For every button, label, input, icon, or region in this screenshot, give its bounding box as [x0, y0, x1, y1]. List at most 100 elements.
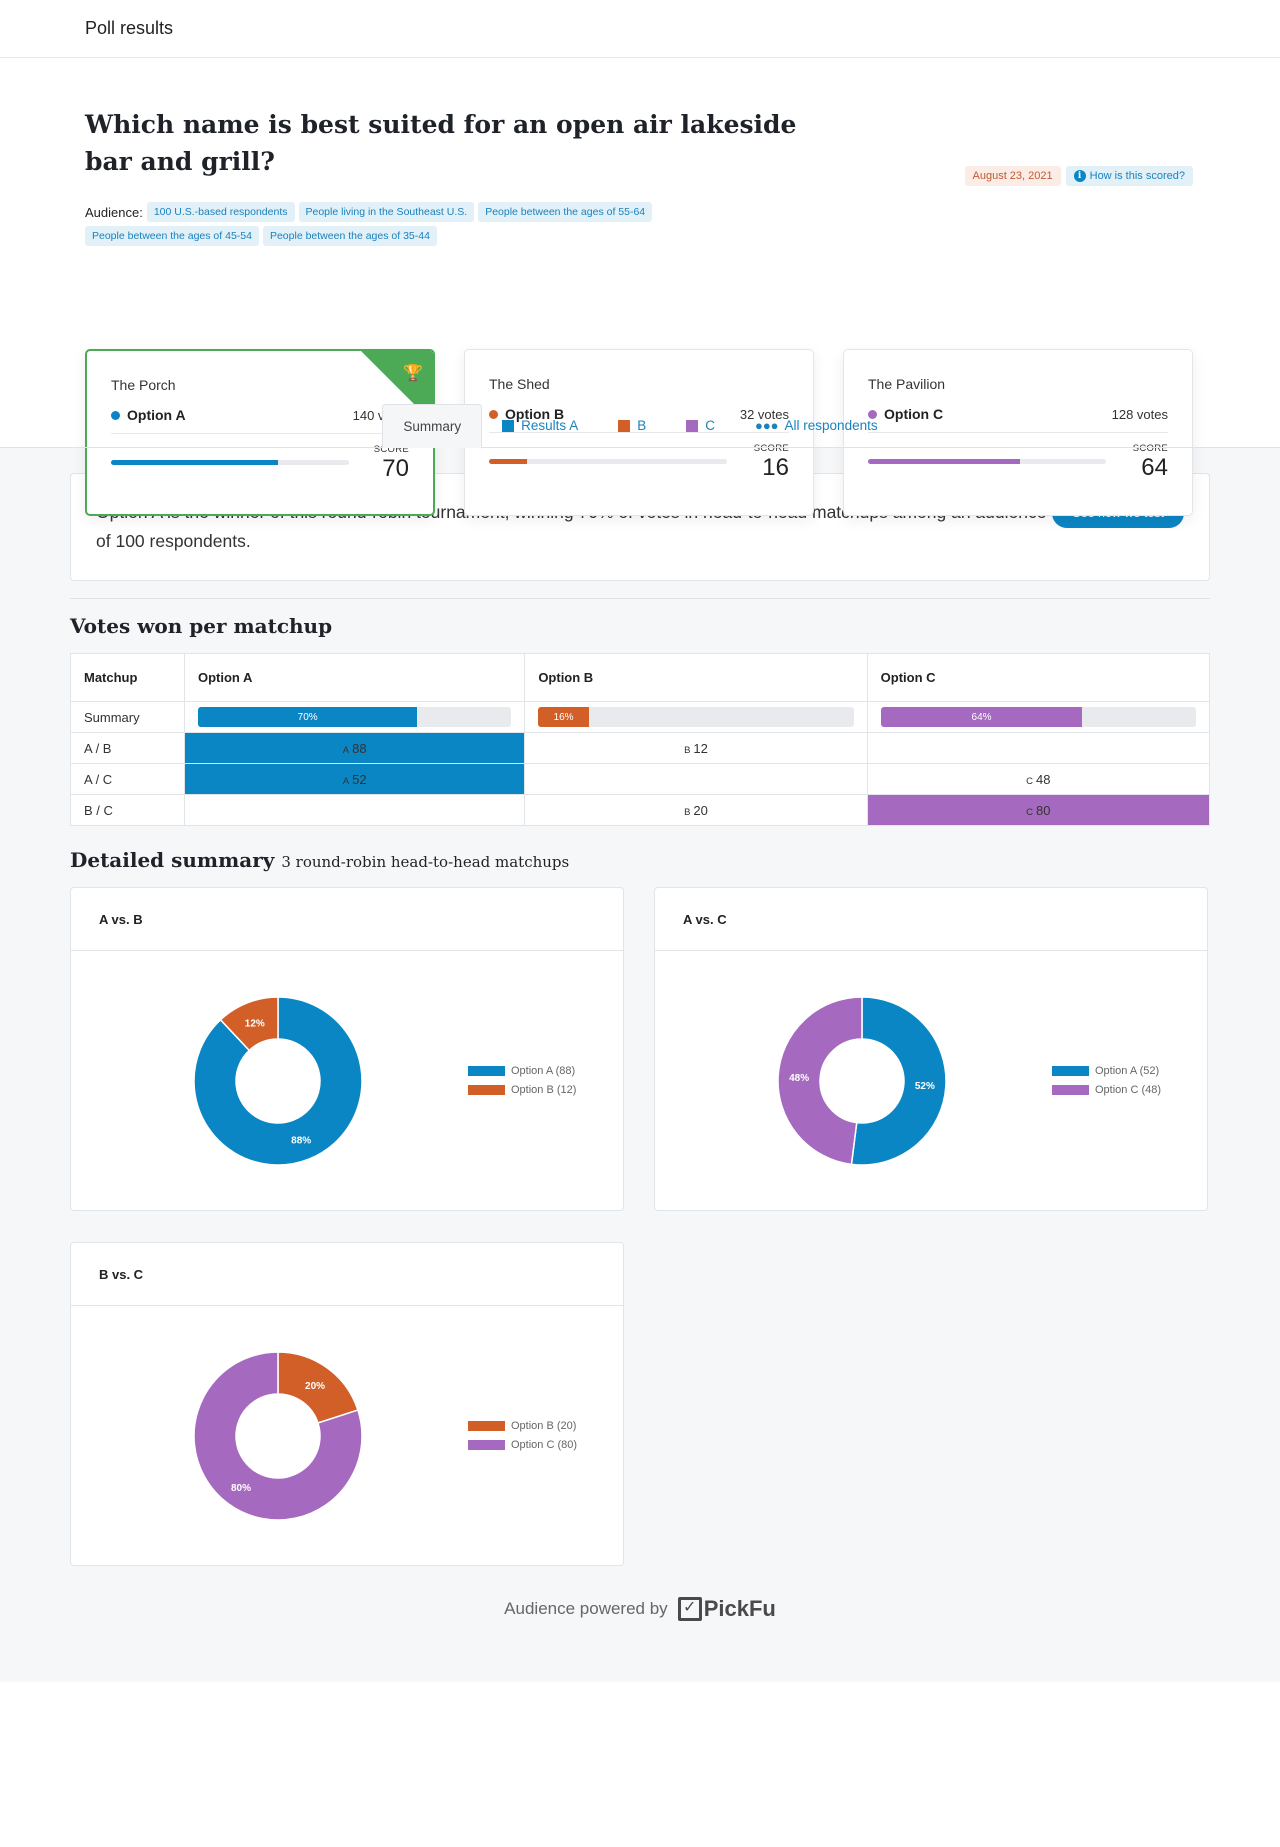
donut-chart: 88% 12%	[193, 996, 363, 1166]
option-a-dot-icon	[111, 410, 120, 420]
legend-label: Option A (88)	[511, 1064, 576, 1077]
row-label: A / B	[70, 732, 185, 764]
brand-name: PickFu	[703, 1596, 776, 1621]
chart-card: A vs. B 88% 12% Option A (88) Option B (12…	[70, 887, 624, 1211]
summary-bar-fill: 16%	[538, 707, 589, 727]
audience-chip: People living in the Southeast U.S.	[298, 202, 475, 222]
chart-legend: Option B (20) Option C (80)	[468, 1416, 577, 1454]
vote-count: 128 votes	[1111, 406, 1168, 422]
option-name: The Shed	[489, 376, 550, 392]
legend-swatch	[1052, 1084, 1089, 1095]
legend-item[interactable]: Option C (80)	[468, 1435, 577, 1454]
top-bar: Poll results	[0, 0, 1280, 58]
detailed-title: Detailed summary	[70, 848, 275, 872]
option-label: Option C	[884, 406, 944, 422]
matchup-table: Matchup Option A Option B Option C Summa…	[70, 653, 1211, 826]
cell-a: A 88	[183, 732, 526, 764]
summary-bar-a: 70%	[198, 707, 512, 727]
donut-slice[interactable]	[850, 996, 947, 1166]
score-bar-fill	[489, 459, 528, 464]
option-name: The Pavilion	[868, 376, 946, 392]
tab-label: All respondents	[784, 418, 878, 433]
tab-results-c[interactable]: C	[666, 404, 735, 447]
score-value: 64	[1141, 454, 1168, 481]
cell-c: C 80	[866, 794, 1211, 826]
cell-b: B 12	[524, 732, 868, 764]
tab-label: B	[637, 418, 647, 433]
option-b-dot-icon	[489, 409, 498, 419]
legend-swatch	[468, 1084, 505, 1095]
slice-label: 52%	[915, 1081, 935, 1092]
option-c-square-icon	[686, 419, 699, 432]
results-tabs: Summary Results A B C ●●● All respondents	[0, 404, 1280, 448]
matchup-charts: A vs. B 88% 12% Option A (88) Option B (12…	[70, 887, 1210, 1566]
summary-bar-fill: 70%	[198, 707, 418, 727]
tab-results-b[interactable]: B	[598, 404, 666, 447]
divider	[70, 598, 1210, 599]
audience-chip: 100 U.S.-based respondents	[146, 202, 295, 222]
info-icon: i	[1073, 170, 1086, 182]
score-label: SCORE	[373, 444, 409, 455]
legend-label: Option B (12)	[511, 1083, 577, 1096]
legend-item[interactable]: Option A (52)	[1052, 1061, 1161, 1080]
table-row-summary: Summary 70% 16% 64%	[70, 701, 1211, 733]
chart-title: A vs. C	[655, 888, 1207, 951]
tab-all-respondents[interactable]: ●●● All respondents	[735, 404, 898, 447]
slice-label: 20%	[305, 1381, 325, 1392]
page-title: Poll results	[85, 18, 174, 38]
legend-swatch	[468, 1065, 505, 1076]
legend-label: Option C (48)	[1095, 1083, 1162, 1096]
how-scored-link[interactable]: i How is this scored?	[1065, 166, 1193, 186]
legend-label: Option A (52)	[1095, 1064, 1160, 1077]
footer-text: Audience powered by	[504, 1599, 668, 1618]
poll-header: Which name is best suited for an open ai…	[0, 58, 1280, 516]
option-c-dot-icon	[868, 409, 877, 419]
donut-slice[interactable]	[193, 1351, 363, 1521]
pickfu-logo: ✓ PickFu	[677, 1596, 776, 1622]
tab-results-a[interactable]: Results A	[482, 404, 598, 447]
date-badge: August 23, 2021	[964, 166, 1061, 186]
tab-summary[interactable]: Summary	[382, 404, 483, 448]
audience-list: Audience: 100 U.S.-based respondents Peo…	[85, 202, 725, 246]
row-label: Summary	[70, 701, 185, 733]
legend-swatch	[468, 1420, 505, 1431]
donut-slice[interactable]	[777, 996, 863, 1166]
how-scored-label: How is this scored?	[1089, 170, 1185, 182]
slice-label: 88%	[291, 1136, 311, 1147]
option-b-square-icon	[618, 419, 631, 432]
legend-item[interactable]: Option B (20)	[468, 1416, 577, 1435]
donut-slice[interactable]	[193, 996, 363, 1166]
column-header: Option C	[866, 653, 1211, 702]
table-row: B / C B 20 C 80	[70, 794, 1211, 826]
header-badges: August 23, 2021 i How is this scored?	[964, 166, 1193, 186]
tab-label: C	[705, 418, 715, 433]
people-icon: ●●●	[754, 418, 779, 433]
legend-item[interactable]: Option C (48)	[1052, 1080, 1161, 1099]
detailed-subtitle: 3 round-robin head-to-head matchups	[281, 853, 570, 871]
legend-item[interactable]: Option A (88)	[468, 1061, 576, 1080]
score-bar	[868, 459, 1106, 464]
tab-label: Results A	[521, 418, 579, 433]
results-content: Option A is the winner of this round-rob…	[0, 448, 1280, 1682]
option-name: The Porch	[111, 377, 176, 393]
score-bar-fill	[868, 459, 1021, 464]
column-header: Option A	[183, 653, 526, 702]
summary-bar-c: 64%	[880, 707, 1196, 727]
detailed-summary-title: Detailed summary 3 round-robin head-to-h…	[70, 848, 1210, 872]
option-label: Option A	[127, 407, 186, 423]
donut-slice[interactable]	[219, 996, 279, 1052]
option-label: Option B	[505, 406, 565, 422]
cell-c	[866, 732, 1211, 764]
chart-legend: Option A (88) Option B (12)	[468, 1061, 576, 1099]
footer: Audience powered by ✓ PickFu	[70, 1596, 1210, 1622]
chart-title: B vs. C	[71, 1243, 623, 1306]
legend-item[interactable]: Option B (12)	[468, 1080, 576, 1099]
slice-label: 12%	[245, 1018, 265, 1029]
table-row: A / C A 52 C 48	[70, 763, 1211, 795]
slice-label: 80%	[231, 1483, 251, 1494]
score-label: SCORE	[1132, 443, 1168, 454]
audience-chip: People between the ages of 35-44	[262, 226, 437, 246]
option-a-square-icon	[502, 419, 515, 432]
cell-b	[524, 763, 868, 795]
chart-legend: Option A (52) Option C (48)	[1052, 1061, 1161, 1099]
